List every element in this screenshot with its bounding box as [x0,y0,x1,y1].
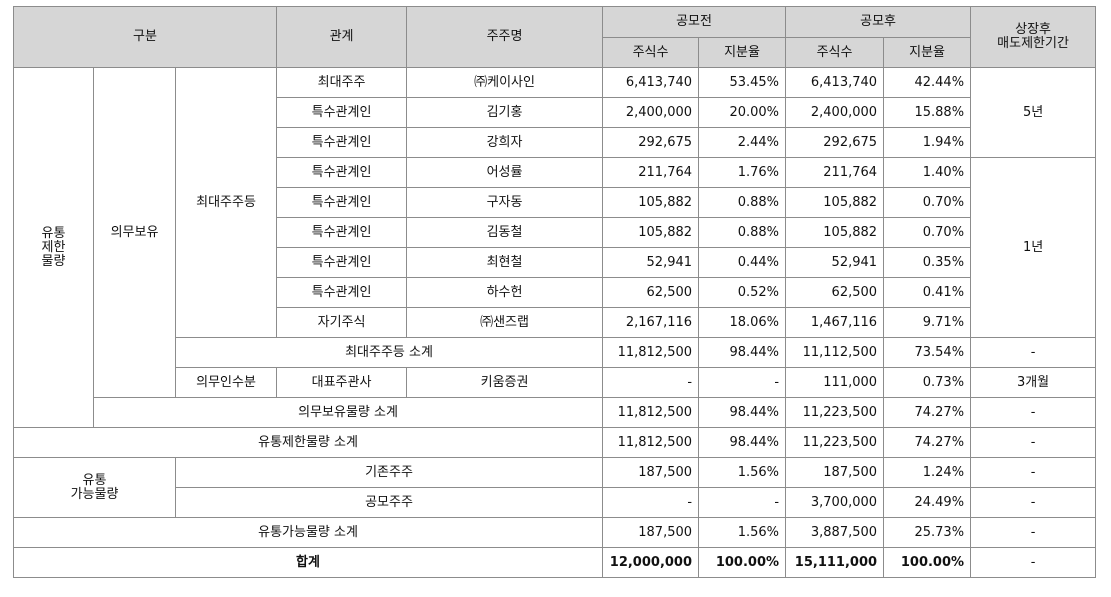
header-post-shares: 주식수 [785,37,885,68]
table-row: 특수관계인 강희자 292,675 2.44% 292,675 1.94% [14,127,1096,158]
header-pre-shares: 주식수 [602,37,700,68]
table-row: 특수관계인 김동철 105,882 0.88% 105,882 0.70% [14,217,1096,248]
table-row: 특수관계인 구자동 105,882 0.88% 105,882 0.70% [14,187,1096,218]
header-lockup-line1: 상장후 [1015,22,1051,37]
public-holders-row: 공모주주 - - 3,700,000 24.49% - [14,487,1097,518]
underwriter-row: 의무인수분 대표주관사 키움증권 - - 111,000 0.73% 3개월 [14,367,1097,398]
header-relation: 관계 [276,6,408,68]
table-row: 유통 제한 물량 의무보유 최대주주등 최대주주 ㈜케이사인 6,413,740… [13,67,1097,428]
header-row-2: 주식수 지분율 주식수 지분율 [14,37,1096,68]
header-row-1: 구분 관계 주주명 공모전 공모후 상장후 매도제한기간 [12,6,1097,68]
mandatory-label: 의무보유 [93,67,176,398]
header-post-ratio: 지분율 [883,37,972,68]
header-pre-ratio: 지분율 [698,37,787,68]
header-before-ipo: 공모전 [602,6,787,38]
tradable-subtotal-row: 유통가능물량 소계 187,500 1.56% 3,887,500 25.73%… [12,517,1097,548]
header-category: 구분 [12,6,278,68]
largest-group-label: 최대주주등 [174,67,278,338]
table-row: 특수관계인 어성률 211,764 1.76% 211,764 1.40% 1년 [14,157,1097,338]
shareholding-table: 구분 관계 주주명 공모전 공모후 상장후 매도제한기간 주식수 지분율 주식수… [12,6,1097,578]
header-lockup: 상장후 매도제한기간 [970,6,1097,68]
restricted-subtotal-row: 유통제한물량 소계 11,812,500 98.44% 11,223,500 7… [12,427,1097,458]
table-row: 특수관계인 최현철 52,941 0.44% 52,941 0.35% [14,247,1096,278]
mandatory-subtotal-row: 의무보유물량 소계 11,812,500 98.44% 11,223,500 7… [14,397,1097,428]
lockup-5y: 5년 [970,67,1097,158]
header-after-ipo: 공모후 [785,6,972,38]
header-holder: 주주명 [406,6,604,68]
lockup-1y: 1년 [970,157,1097,338]
table-row: 특수관계인 하수헌 62,500 0.52% 62,500 0.41% [14,277,1096,308]
total-row: 합계 12,000,000 100.00% 15,111,000 100.00%… [12,547,1097,578]
restricted-label: 유통 제한 물량 [13,67,94,428]
largest-subtotal-row: 최대주주등 소계 11,812,500 98.44% 11,112,500 73… [14,337,1097,368]
header-lockup-line2: 매도제한기간 [997,36,1069,51]
existing-holders-row: 유통 가능물량 기존주주 187,500 1.56% 187,500 1.24%… [13,457,1097,518]
table-row: 자기주식 ㈜샌즈랩 2,167,116 18.06% 1,467,116 9.7… [14,307,1096,338]
table-row: 특수관계인 김기홍 2,400,000 20.00% 2,400,000 15.… [14,97,1096,128]
tradable-label: 유통 가능물량 [13,457,176,518]
